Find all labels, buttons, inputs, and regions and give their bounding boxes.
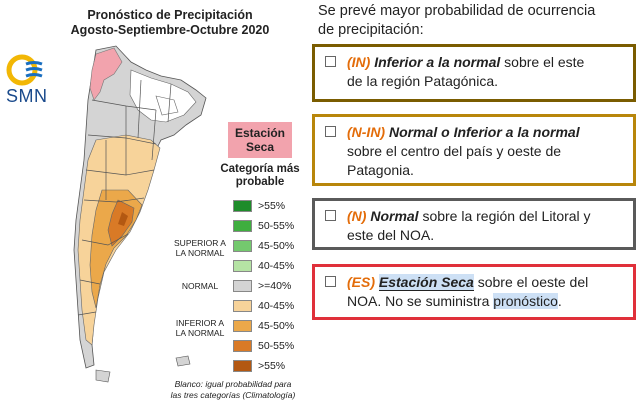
map-title: Pronóstico de Precipitación Agosto-Septi… — [60, 8, 280, 38]
bullet-box-icon — [325, 126, 336, 137]
forecast-note-below-normal: (IN) Inferior a la normal sobre el este … — [312, 44, 636, 102]
forecast-note-normal-or-below: (N-IN) Normal o Inferior a la normal sob… — [312, 114, 636, 186]
legend-group-normal: NORMAL — [181, 281, 219, 291]
legend-group-above: SUPERIOR A LA NORMAL — [174, 238, 226, 258]
legend-swatch — [233, 359, 252, 372]
argentina-precipitation-map — [73, 45, 207, 383]
legend-item: 45-50% — [233, 239, 294, 252]
forecast-intro: Se prevé mayor probabilidad de ocurrenci… — [318, 3, 596, 38]
legend-swatch — [233, 199, 252, 212]
map-footnote: Blanco: igual probabilidad para las tres… — [170, 379, 296, 400]
legend-item: 50-55% — [233, 339, 294, 352]
legend-item: >55% — [233, 199, 285, 212]
legend-item: >=40% — [233, 279, 291, 292]
legend-item: 40-45% — [233, 259, 294, 272]
smn-logo-icon — [6, 54, 43, 86]
legend-item: 45-50% — [233, 319, 294, 332]
legend-swatch — [233, 339, 252, 352]
map-title-line2: Agosto-Septiembre-Octubre 2020 — [70, 23, 270, 37]
bullet-box-icon — [325, 56, 336, 67]
legend-group-below: INFERIOR A LA NORMAL — [175, 318, 225, 338]
smn-logo-text: SMN — [6, 86, 48, 106]
legend-swatch — [233, 299, 252, 312]
legend-swatch — [233, 259, 252, 272]
legend-item: >55% — [233, 359, 285, 372]
legend-swatch — [233, 319, 252, 332]
legend-title: Categoría más probable — [220, 163, 300, 188]
legend-swatch — [233, 239, 252, 252]
forecast-note-dry-season: (ES) Estación Seca sobre el oeste del NO… — [312, 264, 636, 320]
forecast-note-normal: (N) Normal sobre la región del Litoral y… — [312, 198, 636, 250]
bullet-box-icon — [325, 210, 336, 221]
dry-season-label: Estación Seca — [228, 122, 292, 158]
bullet-box-icon — [325, 276, 336, 287]
legend-swatch — [233, 219, 252, 232]
map-region-dry-season — [89, 47, 123, 101]
legend-swatch — [233, 279, 252, 292]
map-title-line1: Pronóstico de Precipitación — [87, 8, 253, 22]
legend-item: 40-45% — [233, 299, 294, 312]
legend-item: 50-55% — [233, 219, 294, 232]
